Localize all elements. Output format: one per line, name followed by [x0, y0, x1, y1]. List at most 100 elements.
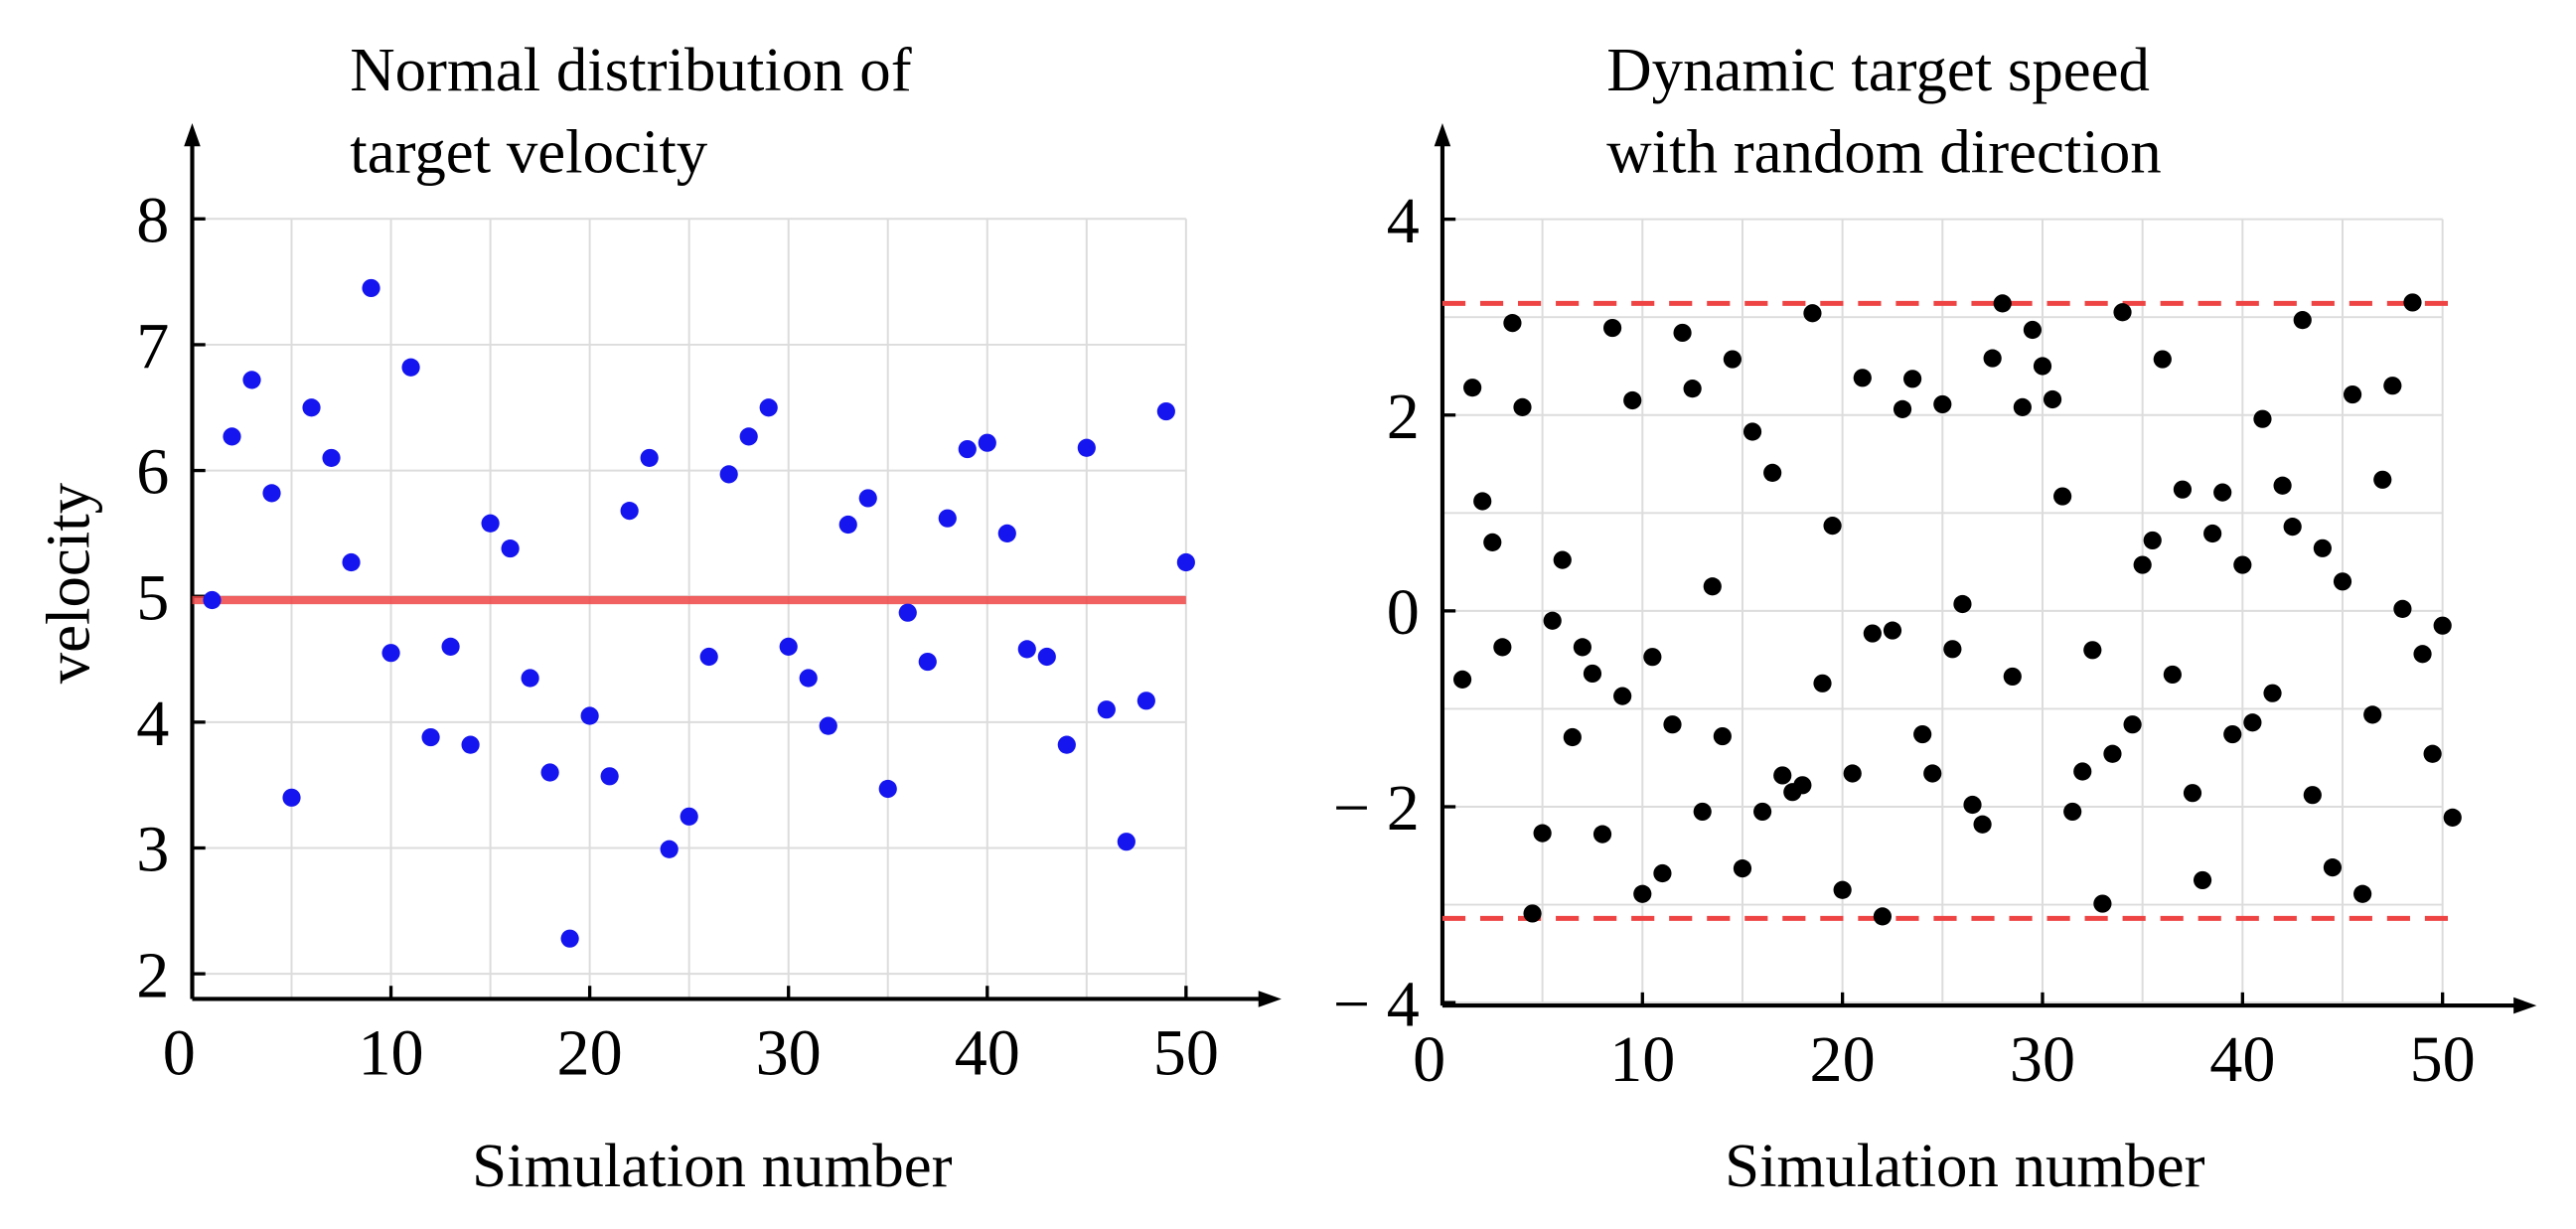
point [2293, 311, 2312, 330]
point [2093, 894, 2112, 913]
point [1592, 825, 1612, 844]
point [2163, 665, 2182, 685]
point [1156, 401, 1175, 421]
point [640, 448, 659, 468]
point [918, 652, 937, 672]
x-tick-label: 20 [1810, 1023, 1876, 1096]
y-axis-label: velocity [33, 482, 102, 684]
y-tick-label: 4 [136, 688, 169, 760]
point [262, 484, 281, 503]
point [2203, 524, 2222, 543]
point [600, 767, 619, 786]
point [1643, 648, 1662, 667]
point [560, 929, 579, 948]
point [858, 489, 877, 508]
point [1117, 833, 1136, 851]
point [1923, 764, 1942, 783]
point [1703, 577, 1722, 596]
x-axis-label: Simulation number [1725, 1131, 2204, 1200]
point [1823, 517, 1842, 536]
point [660, 840, 679, 858]
y-tick-label: 2 [1387, 381, 1420, 453]
point [1953, 594, 1972, 614]
point [1533, 824, 1552, 843]
point [580, 706, 599, 725]
point [1503, 314, 1522, 333]
point [2133, 555, 2152, 574]
chart-title: with random direction [1606, 117, 2161, 187]
point [2363, 705, 2382, 724]
point [2043, 389, 2062, 409]
point [759, 398, 778, 417]
point [1723, 350, 1742, 369]
point [401, 358, 420, 377]
y-tick-label: 4 [1387, 185, 1420, 257]
point [2143, 531, 2162, 550]
point [1843, 764, 1862, 783]
point [481, 514, 500, 533]
point [2263, 684, 2282, 702]
point [2223, 724, 2242, 744]
point [2333, 572, 2352, 591]
point [2103, 744, 2122, 763]
point [1463, 379, 1482, 397]
point [2083, 641, 2102, 660]
point [342, 552, 361, 572]
point [838, 515, 857, 535]
point [2403, 293, 2422, 312]
point [620, 502, 639, 521]
point [1452, 670, 1472, 689]
point [1077, 438, 1096, 457]
chart-title: target velocity [350, 117, 708, 187]
point [521, 669, 539, 688]
point [719, 465, 738, 484]
x-tick-label: 30 [756, 1017, 822, 1090]
point [2373, 470, 2392, 489]
point [1553, 550, 1572, 569]
point [1973, 815, 1992, 834]
x-tick-label: 40 [2209, 1023, 2275, 1096]
point [1176, 552, 1195, 572]
point [1763, 463, 1782, 483]
point [1993, 294, 2012, 313]
point [898, 603, 917, 622]
point [1773, 766, 1792, 785]
point [2393, 599, 2412, 619]
point [1873, 907, 1893, 926]
point [2013, 397, 2032, 416]
point [1543, 611, 1562, 630]
point [799, 669, 818, 688]
point [1853, 369, 1872, 387]
point [1623, 390, 1642, 410]
point [1813, 674, 1832, 692]
point [1713, 726, 1732, 746]
point [2213, 483, 2232, 502]
point [2383, 377, 2402, 395]
point [1943, 640, 1962, 659]
point [1493, 638, 1512, 657]
point [1913, 724, 1932, 744]
point [739, 427, 758, 446]
point [2193, 870, 2212, 890]
point [2053, 487, 2072, 506]
point [203, 590, 222, 610]
point [1097, 700, 1116, 719]
point [2283, 518, 2302, 537]
point [501, 538, 520, 558]
point [699, 647, 718, 667]
y-tick-label: 3 [136, 814, 169, 886]
x-tick-label: 0 [1413, 1023, 1445, 1096]
point [540, 763, 559, 782]
point [938, 509, 957, 528]
y-axis-arrow [184, 123, 201, 147]
point [2443, 808, 2462, 827]
point [1933, 394, 1952, 414]
point [2073, 762, 2092, 781]
y-tick-label: 6 [136, 436, 169, 509]
point [1693, 802, 1712, 822]
point [1833, 880, 1852, 899]
point [2253, 409, 2272, 428]
x-tick-label: 50 [2410, 1023, 2476, 1096]
x-tick-label: 10 [1609, 1023, 1675, 1096]
point [2273, 476, 2292, 495]
